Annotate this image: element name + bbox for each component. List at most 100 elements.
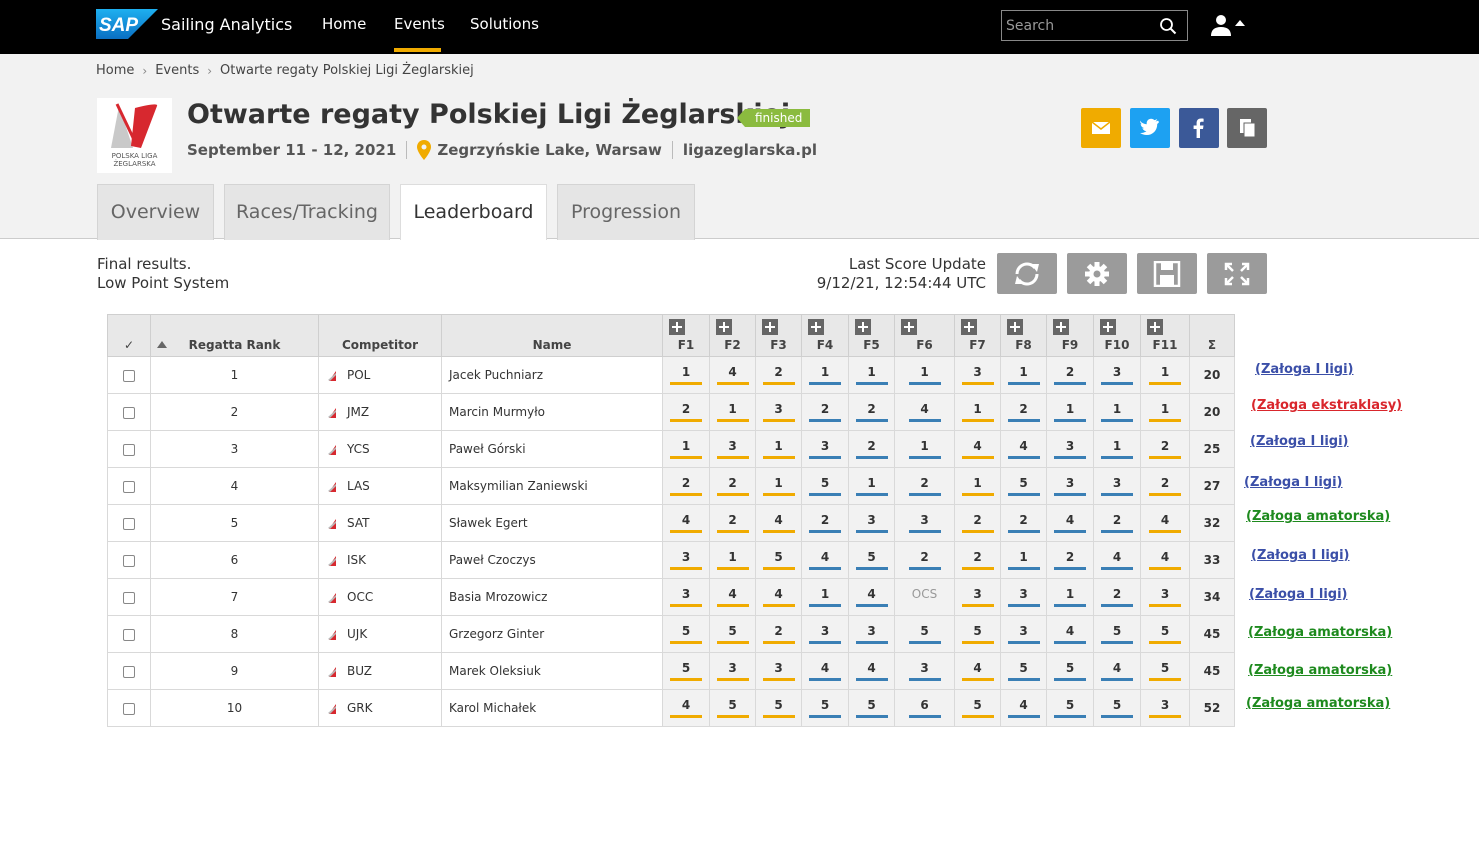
- competitor-cell[interactable]: LAS: [318, 467, 442, 505]
- row-checkbox[interactable]: [123, 702, 135, 715]
- race-header-f10[interactable]: F10: [1093, 314, 1141, 357]
- race-score-cell: 1: [1046, 393, 1094, 431]
- tab-leaderboard[interactable]: Leaderboard: [400, 184, 547, 240]
- race-score-cell: 2: [1000, 504, 1047, 542]
- competitor-cell[interactable]: SAT: [318, 504, 442, 542]
- race-header-f3[interactable]: F3: [755, 314, 802, 357]
- row-checkbox[interactable]: [123, 517, 135, 530]
- expand-plus-icon[interactable]: [762, 319, 778, 335]
- share-facebook-button[interactable]: [1179, 108, 1219, 148]
- event-website-link[interactable]: ligazeglarska.pl: [682, 141, 817, 159]
- expand-plus-icon[interactable]: [1053, 319, 1069, 335]
- name-header[interactable]: Name: [441, 314, 663, 357]
- expand-plus-icon[interactable]: [1007, 319, 1023, 335]
- search-icon[interactable]: [1159, 17, 1177, 35]
- select-all-header[interactable]: ✓: [107, 314, 151, 357]
- race-header-f2[interactable]: F2: [709, 314, 756, 357]
- breadcrumb-home[interactable]: Home: [96, 63, 135, 78]
- copy-link-button[interactable]: [1227, 108, 1267, 148]
- row-select-cell: [107, 652, 151, 690]
- race-score: 4: [1054, 624, 1086, 644]
- brand-name[interactable]: Sailing Analytics: [161, 15, 293, 34]
- share-twitter-button[interactable]: [1130, 108, 1170, 148]
- crew-link[interactable]: (Załoga amatorska): [1248, 663, 1393, 678]
- crew-link[interactable]: (Załoga amatorska): [1246, 696, 1391, 711]
- race-header-f4[interactable]: F4: [801, 314, 849, 357]
- row-checkbox[interactable]: [123, 443, 135, 456]
- nav-events[interactable]: Events: [394, 15, 445, 33]
- race-header-f6[interactable]: F6: [894, 314, 955, 357]
- table-row[interactable]: 3 YCS Paweł Górski 1 3 1 3 2 1 4 4 3 1 2 25: [107, 430, 1235, 468]
- expand-plus-icon[interactable]: [1100, 319, 1116, 335]
- row-checkbox[interactable]: [123, 665, 135, 678]
- race-score: 5: [1007, 476, 1040, 496]
- table-row[interactable]: 6 ISK Paweł Czoczys 3 1 5 4 5 2 2 1 2 4 4 33: [107, 541, 1235, 579]
- table-row[interactable]: 7 OCC Basia Mrozowicz 3 4 4 1 4 OCS 3 3 1 2 3 34: [107, 578, 1235, 616]
- total-header[interactable]: Σ: [1189, 314, 1235, 357]
- competitor-cell[interactable]: UJK: [318, 615, 442, 653]
- rank-header[interactable]: Regatta Rank: [150, 314, 319, 357]
- race-score-cell: 5: [709, 689, 756, 727]
- race-header-f5[interactable]: F5: [848, 314, 895, 357]
- row-checkbox[interactable]: [123, 554, 135, 567]
- nav-home[interactable]: Home: [322, 15, 367, 33]
- crew-link[interactable]: (Załoga amatorska): [1246, 509, 1391, 524]
- row-checkbox[interactable]: [123, 480, 135, 493]
- competitor-cell[interactable]: YCS: [318, 430, 442, 468]
- expand-plus-icon[interactable]: [961, 319, 977, 335]
- race-header-f11[interactable]: F11: [1140, 314, 1190, 357]
- crew-link[interactable]: (Załoga I ligi): [1255, 362, 1354, 377]
- user-menu-icon[interactable]: [1210, 14, 1250, 38]
- competitor-header[interactable]: Competitor: [318, 314, 442, 357]
- race-score-cell: 3: [709, 430, 756, 468]
- tab-overview[interactable]: Overview: [97, 184, 214, 240]
- competitor-cell[interactable]: ISK: [318, 541, 442, 579]
- crew-link[interactable]: (Załoga I ligi): [1250, 434, 1349, 449]
- expand-plus-icon[interactable]: [716, 319, 732, 335]
- row-checkbox[interactable]: [123, 628, 135, 641]
- crew-link[interactable]: (Załoga I ligi): [1244, 475, 1343, 490]
- race-header-f8[interactable]: F8: [1000, 314, 1047, 357]
- table-row[interactable]: 2 JMZ Marcin Murmyło 2 1 3 2 2 4 1 2 1 1 1 20: [107, 393, 1235, 431]
- table-row[interactable]: 5 SAT Sławek Egert 4 2 4 2 3 3 2 2 4 2 4 32: [107, 504, 1235, 542]
- row-checkbox[interactable]: [123, 406, 135, 419]
- sap-logo[interactable]: SAP: [96, 9, 158, 39]
- table-row[interactable]: 1 POL Jacek Puchniarz 1 4 2 1 1 1 3 1 2 3 1 20: [107, 356, 1235, 394]
- competitor-cell[interactable]: OCC: [318, 578, 442, 616]
- fullscreen-button[interactable]: [1207, 253, 1267, 294]
- expand-plus-icon[interactable]: [669, 319, 685, 335]
- breadcrumb-events[interactable]: Events: [155, 63, 200, 78]
- competitor-cell[interactable]: JMZ: [318, 393, 442, 431]
- row-checkbox[interactable]: [123, 369, 135, 382]
- tab-progression[interactable]: Progression: [557, 184, 695, 240]
- table-row[interactable]: 10 GRK Karol Michałek 4 5 5 5 5 6 5 4 5 5 3 52: [107, 689, 1235, 727]
- crew-link[interactable]: (Załoga amatorska): [1248, 625, 1393, 640]
- row-checkbox[interactable]: [123, 591, 135, 604]
- race-header-f7[interactable]: F7: [954, 314, 1001, 357]
- competitor-cell[interactable]: GRK: [318, 689, 442, 727]
- expand-plus-icon[interactable]: [901, 319, 917, 335]
- refresh-button[interactable]: [997, 253, 1057, 294]
- tab-races-tracking[interactable]: Races/Tracking: [224, 184, 390, 240]
- expand-plus-icon[interactable]: [855, 319, 871, 335]
- table-row[interactable]: 8 UJK Grzegorz Ginter 5 5 2 3 3 5 5 3 4 5 5 45: [107, 615, 1235, 653]
- table-row[interactable]: 9 BUZ Marek Oleksiuk 5 3 3 4 4 3 4 5 5 4 5 45: [107, 652, 1235, 690]
- search-input[interactable]: [1006, 16, 1156, 36]
- nav-solutions[interactable]: Solutions: [470, 15, 539, 33]
- table-row[interactable]: 4 LAS Maksymilian Zaniewski 2 2 1 5 1 2 1 5 3 3 2 27: [107, 467, 1235, 505]
- race-header-f1[interactable]: F1: [662, 314, 710, 357]
- expand-plus-icon[interactable]: [1147, 319, 1163, 335]
- facebook-icon: [1193, 118, 1204, 138]
- competitor-cell[interactable]: BUZ: [318, 652, 442, 690]
- export-button[interactable]: [1137, 253, 1197, 294]
- race-score-cell: 1: [1000, 541, 1047, 579]
- settings-button[interactable]: [1067, 253, 1127, 294]
- race-score-cell: 3: [1000, 615, 1047, 653]
- crew-link[interactable]: (Załoga I ligi): [1251, 548, 1350, 563]
- expand-plus-icon[interactable]: [808, 319, 824, 335]
- race-header-f9[interactable]: F9: [1046, 314, 1094, 357]
- competitor-cell[interactable]: POL: [318, 356, 442, 394]
- crew-link[interactable]: (Załoga ekstraklasy): [1251, 398, 1403, 413]
- share-email-button[interactable]: [1081, 108, 1121, 148]
- crew-link[interactable]: (Załoga I ligi): [1249, 587, 1348, 602]
